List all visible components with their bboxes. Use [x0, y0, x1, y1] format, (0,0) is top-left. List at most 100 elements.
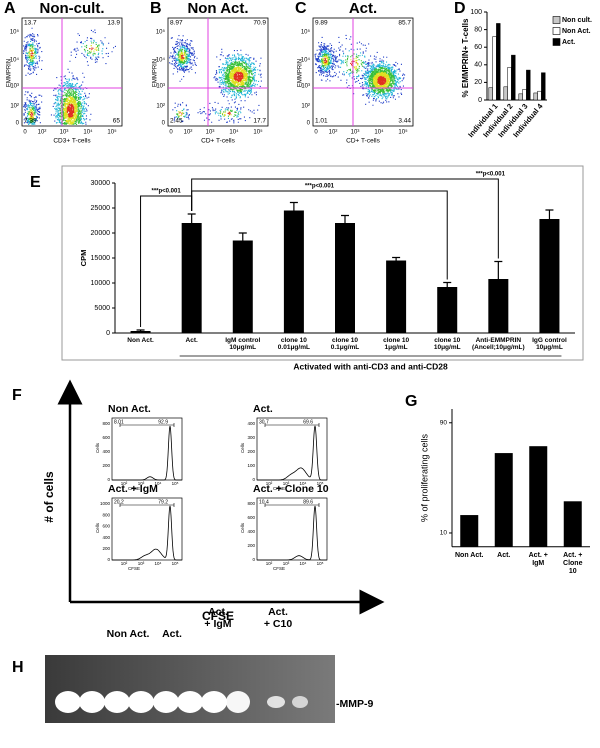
gel-band	[79, 691, 105, 713]
bar	[518, 93, 523, 101]
legend-swatch	[552, 38, 561, 46]
gel-band	[292, 696, 308, 708]
x-tick-label: 10⁴	[83, 129, 93, 136]
bar	[492, 36, 497, 101]
x-tick-label: 10⁴	[155, 481, 162, 486]
bar	[494, 453, 513, 547]
y-axis-label: % EMMPRIN+ T-cells	[461, 18, 470, 97]
y-axis-label: Cells	[240, 442, 245, 453]
bar	[563, 501, 582, 547]
bar	[541, 72, 546, 101]
y-axis-label: CPM	[79, 250, 88, 267]
gel-band	[201, 691, 227, 713]
histogram-title: Act. + Clone 10	[253, 483, 329, 495]
gate-value: 10.4	[259, 499, 269, 505]
y-tick-label: 400	[247, 421, 255, 426]
histogram-curve	[257, 425, 327, 481]
quadrant-value: 85.7	[398, 20, 411, 27]
flow-dots	[25, 39, 104, 125]
panel-letter: C	[295, 0, 307, 17]
error-bar	[136, 329, 145, 332]
bar	[503, 86, 508, 101]
legend-label: Act.	[562, 39, 575, 46]
gate-value: 89.6	[303, 499, 313, 505]
y-tick-label: 600	[102, 524, 110, 529]
y-tick-label: 800	[102, 421, 110, 426]
quadrant-value: 8.97	[170, 20, 183, 27]
y-axis-label: Cells	[95, 442, 100, 453]
histogram-curve	[112, 425, 182, 481]
x-tick-label: Act. + IgM	[528, 551, 548, 567]
lane-label: Non Act.	[106, 628, 150, 640]
x-tick-label: 10⁵	[317, 561, 324, 566]
gate	[264, 423, 320, 427]
legend-label: Non Act.	[562, 28, 591, 35]
gate-value: 79.2	[158, 499, 168, 505]
x-axis-label: CFSE	[128, 566, 140, 571]
x-axis-label: CFSE	[273, 486, 285, 491]
quadrant-value: 65	[113, 118, 121, 125]
error-bar	[494, 260, 503, 297]
y-axis-label: % of proliferating cells	[419, 433, 429, 522]
x-tick-label: 10²	[329, 130, 338, 136]
panel-frame	[61, 165, 584, 361]
x-tick-label: Act.	[497, 551, 511, 559]
y-tick-label: 600	[247, 515, 255, 520]
y-tick-label: 30000	[91, 180, 111, 187]
legend-swatch	[552, 27, 561, 35]
bar	[386, 260, 407, 333]
panel-title: Act.	[349, 0, 377, 17]
x-tick-label: 10⁴	[374, 129, 384, 136]
y-tick-label: 0	[107, 477, 110, 482]
y-tick-label: 10⁵	[301, 29, 311, 36]
bar	[437, 287, 458, 333]
quadrant-value: 70.9	[253, 20, 266, 27]
flow-dots	[178, 51, 248, 117]
gel-band	[55, 691, 81, 713]
flow-dots	[320, 53, 395, 94]
y-tick-label: 60	[474, 44, 482, 51]
flow-dots	[176, 48, 254, 118]
panel-title: Non Act.	[187, 0, 248, 17]
quadrant-value: 3.44	[398, 118, 411, 125]
x-tick-label: 10³	[138, 561, 145, 566]
x-tick-label: Act.	[185, 337, 198, 344]
y-tick-label: 10⁴	[10, 57, 20, 64]
bar	[460, 515, 479, 547]
gel-band	[104, 691, 130, 713]
x-tick-label: 10⁴	[300, 561, 307, 566]
y-tick-label: 40	[474, 62, 482, 69]
error-bar	[392, 256, 401, 264]
panel-title: Non-cult.	[40, 0, 105, 17]
quadrant-value: 17.7	[253, 118, 266, 125]
annotation: ***p<0.001	[305, 184, 335, 190]
y-tick-label: 200	[247, 543, 255, 548]
y-tick-label: 200	[247, 449, 255, 454]
x-tick-label: clone 10 0.1μg/mL	[330, 337, 360, 352]
gate-value: 8.01	[114, 419, 124, 425]
y-tick-label: 10²	[10, 104, 19, 110]
y-tick-label: 0	[107, 557, 110, 562]
gate-value: 92.9	[158, 419, 168, 425]
y-axis-label: EMMPRIN	[7, 59, 13, 87]
gate-value: 20.2	[114, 499, 124, 505]
lane-label: Act.	[162, 628, 182, 640]
gel-band	[226, 691, 250, 713]
panel-letter: F	[12, 387, 22, 404]
x-tick-label: 0	[23, 130, 27, 136]
y-tick-label: 300	[247, 435, 255, 440]
y-tick-label: 800	[247, 501, 255, 506]
y-tick-label: 10⁴	[301, 57, 311, 64]
gel-band	[177, 691, 203, 713]
x-tick-label: 10⁴	[155, 561, 162, 566]
y-tick-label: 0	[478, 97, 482, 104]
x-tick-label: 10³	[283, 561, 290, 566]
y-tick-label: 10⁵	[10, 29, 20, 36]
x-tick-label: 10⁵	[253, 129, 263, 136]
y-tick-label: 0	[16, 121, 20, 127]
y-tick-label: 20	[474, 79, 482, 86]
gel-band	[267, 696, 285, 708]
bar	[537, 90, 542, 101]
gate	[119, 503, 175, 507]
